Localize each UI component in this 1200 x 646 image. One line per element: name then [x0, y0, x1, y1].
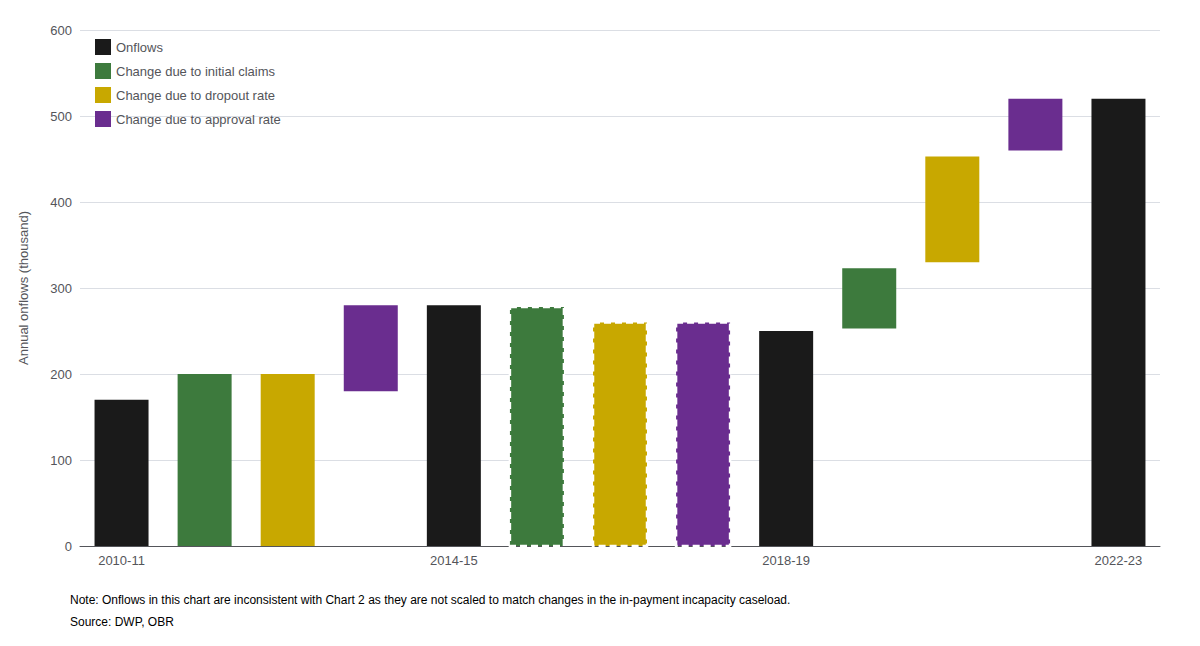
svg-text:2018-19: 2018-19 [762, 553, 810, 568]
svg-text:2014-15: 2014-15 [430, 553, 478, 568]
svg-text:600: 600 [50, 23, 72, 38]
svg-text:Change due to approval rate: Change due to approval rate [116, 112, 281, 127]
svg-text:2010-11: 2010-11 [98, 553, 145, 568]
svg-text:Change due to dropout rate: Change due to dropout rate [116, 88, 275, 103]
svg-text:2022-23: 2022-23 [1095, 553, 1143, 568]
svg-text:100: 100 [50, 453, 72, 468]
svg-text:0: 0 [65, 539, 72, 554]
svg-text:400: 400 [50, 195, 72, 210]
svg-text:Note: Onflows in this chart ar: Note: Onflows in this chart are inconsis… [70, 593, 790, 607]
svg-text:200: 200 [50, 367, 72, 382]
svg-text:Change due to initial claims: Change due to initial claims [116, 64, 275, 79]
svg-text:300: 300 [50, 281, 72, 296]
svg-text:Source: DWP, OBR: Source: DWP, OBR [70, 615, 174, 629]
svg-text:Onflows: Onflows [116, 40, 163, 55]
svg-text:Annual onflows (thousand): Annual onflows (thousand) [16, 211, 31, 365]
svg-text:500: 500 [50, 109, 72, 124]
